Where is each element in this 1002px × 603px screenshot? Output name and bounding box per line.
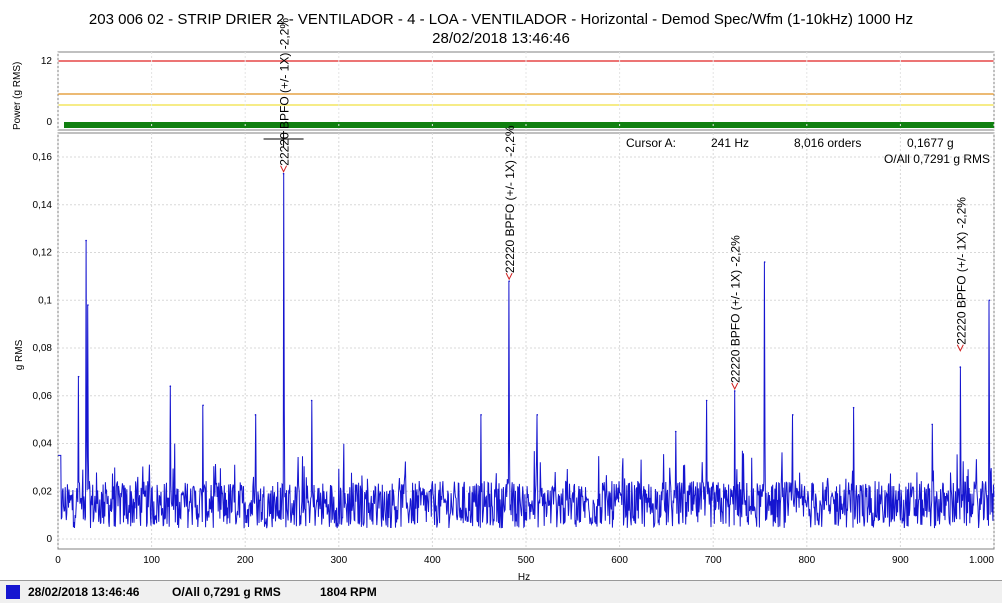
spectrum-peak xyxy=(931,423,934,426)
x-tick-label: 500 xyxy=(518,555,535,566)
spectrum-peak xyxy=(254,414,257,416)
power-tick-0: 0 xyxy=(46,117,52,128)
bpfo-annotation: 22220 BPFO (+/- 1X) -2,2% xyxy=(954,197,968,352)
cursor-overall: O/All 0,7291 g RMS xyxy=(884,152,990,166)
bpfo-annotations: 22220 BPFO (+/- 1X) -2,2% 22220 BPFO (+/-… xyxy=(278,18,968,391)
x-tick-label: 900 xyxy=(892,555,909,566)
x-tick-label: 0 xyxy=(55,555,61,566)
annotation-arrow xyxy=(731,382,739,391)
x-tick-labels: 0 100 200 300 400 500 600 700 800 900 1.000 xyxy=(55,555,994,566)
bpfo-annotation: 22220 BPFO (+/- 1X) -2,2% xyxy=(278,18,292,173)
bpfo-annotation: 22220 BPFO (+/- 1X) -2,2% xyxy=(729,235,743,391)
series-color-swatch xyxy=(6,585,20,599)
spectrum-peak xyxy=(959,366,962,368)
spectrum-peak xyxy=(852,406,855,409)
spectrum-peak xyxy=(763,261,766,263)
cursor-a-marker[interactable] xyxy=(263,131,304,147)
annotation-arrow xyxy=(505,272,513,281)
y-tick-label: 0,12 xyxy=(33,248,53,259)
power-panel-frame xyxy=(57,51,995,131)
status-bar: 28/02/2018 13:46:46 O/All 0,7291 g RMS 1… xyxy=(0,580,1002,603)
footer-date: 28/02/2018 13:46:46 xyxy=(28,585,140,599)
x-tick-label: 600 xyxy=(611,555,628,566)
annotation-label: 22220 BPFO (+/- 1X) -2,2% xyxy=(503,125,517,273)
footer-overall: O/All 0,7291 g RMS xyxy=(172,585,281,599)
spectrum-peak xyxy=(480,414,482,416)
spectrum-peak xyxy=(169,385,172,388)
x-tick-label: 300 xyxy=(330,555,347,566)
annotation-label: 22220 BPFO (+/- 1X) -2,2% xyxy=(729,235,743,383)
spectrum-peak xyxy=(674,430,677,433)
spectrum-peak xyxy=(791,414,794,416)
power-tick-12: 12 xyxy=(41,56,53,67)
y-axis-label: g RMS xyxy=(14,339,25,370)
spectrum-series xyxy=(58,172,995,529)
y-tick-label: 0,1 xyxy=(38,295,52,306)
spectrum-peak xyxy=(310,399,313,402)
annotation-arrow xyxy=(956,344,964,352)
y-tick-label: 0,04 xyxy=(33,439,53,450)
title-line-2: 28/02/2018 13:46:46 xyxy=(432,30,570,47)
cursor-value: 0,1677 g xyxy=(907,136,954,150)
title-line-1: 203 006 02 - STRIP DRIER 2 - VENTILADOR … xyxy=(88,11,914,28)
spectrum-peak xyxy=(77,375,80,378)
x-axis-label: Hz xyxy=(518,572,530,580)
spectrum-peak xyxy=(87,304,89,306)
y-tick-label: 0,16 xyxy=(33,152,53,163)
footer-rpm: 1804 RPM xyxy=(320,585,377,599)
y-tick-label: 0,08 xyxy=(33,343,53,354)
annotation-label: 22220 BPFO (+/- 1X) -2,2% xyxy=(954,197,968,345)
spectrum-peak xyxy=(733,390,736,392)
bpfo-annotation: 22220 BPFO (+/- 1X) -2,2% xyxy=(503,125,517,281)
x-tick-label: 1.000 xyxy=(969,555,994,566)
spectrum-peak xyxy=(85,239,87,242)
spectrum-line xyxy=(58,173,995,529)
annotation-label: 22220 BPFO (+/- 1X) -2,2% xyxy=(278,18,292,166)
annotation-arrow xyxy=(280,165,288,173)
spectrum-peak xyxy=(536,414,539,416)
cursor-frequency: 241 Hz xyxy=(711,136,749,150)
spectrum-peak xyxy=(282,172,285,175)
y-tick-label: 0,06 xyxy=(33,391,53,402)
spectrum-peak xyxy=(202,404,204,407)
y-tick-label: 0,14 xyxy=(33,200,53,211)
y-tick-labels: 0 0,02 0,04 0,06 0,08 0,1 0,12 0,14 0,16 xyxy=(33,152,53,545)
cursor-label: Cursor A: xyxy=(626,136,676,150)
x-tick-label: 100 xyxy=(143,555,160,566)
power-panel: 12 0 Power (g RMS) xyxy=(12,51,995,131)
spectrum-peak xyxy=(988,299,991,302)
spectrum-chart[interactable]: 12 0 Power (g RMS) 00,020,040,060,080,10… xyxy=(0,0,1002,580)
spectrum-peak xyxy=(705,399,708,402)
power-axis-label: Power (g RMS) xyxy=(12,62,23,130)
power-level-band xyxy=(64,122,994,128)
x-tick-label: 400 xyxy=(424,555,441,566)
x-tick-label: 700 xyxy=(705,555,722,566)
cursor-orders: 8,016 orders xyxy=(794,136,861,150)
chart-title: 203 006 02 - STRIP DRIER 2 - VENTILADOR … xyxy=(0,10,1002,48)
x-tick-label: 200 xyxy=(237,555,254,566)
spectrum-peak xyxy=(508,280,510,282)
x-tick-label: 800 xyxy=(798,555,815,566)
grid-lines xyxy=(57,52,995,549)
cursor-readout: Cursor A: 241 Hz 8,016 orders 0,1677 g O… xyxy=(626,136,990,166)
y-tick-label: 0 xyxy=(46,534,52,545)
y-tick-label: 0,02 xyxy=(33,486,53,497)
